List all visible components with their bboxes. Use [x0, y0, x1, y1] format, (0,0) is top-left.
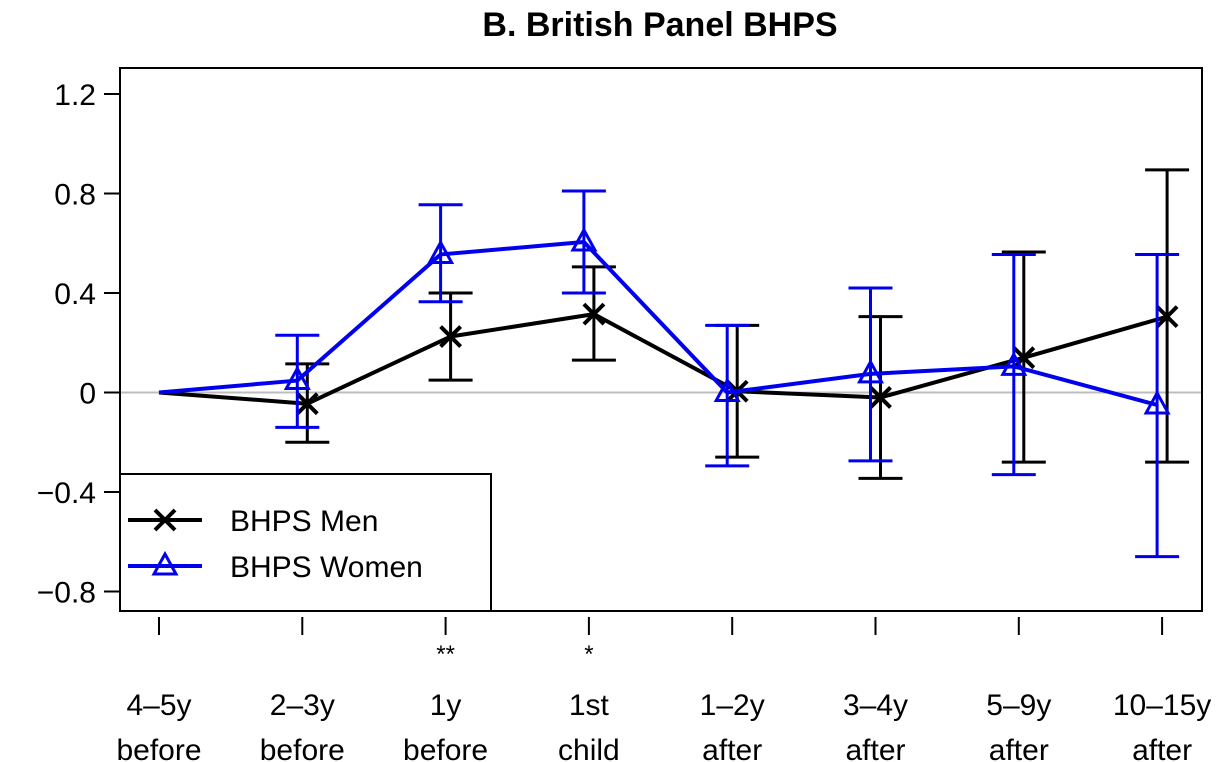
legend-x-marker — [153, 508, 177, 532]
x-tick-label: 5–9y — [986, 689, 1051, 722]
x-tick-label-sub: before — [116, 734, 201, 762]
y-tick-label: −0.4 — [37, 477, 96, 510]
legend-label: BHPS Women — [230, 551, 423, 584]
y-tick-label: 1.2 — [54, 79, 96, 112]
x-tick-label-sub: before — [403, 734, 488, 762]
y-tick-label: 0.8 — [54, 179, 96, 212]
x-tick-label-sub: after — [845, 734, 905, 762]
series-line — [158, 240, 1158, 407]
data-point-x-marker — [439, 325, 463, 348]
data-point-triangle-marker — [856, 358, 885, 384]
significance-marker: ** — [436, 641, 455, 668]
data-point-triangle-marker — [1143, 389, 1171, 415]
data-point-triangle-marker — [427, 239, 455, 264]
data-point-triangle-marker — [570, 226, 598, 252]
y-tick-label: −0.8 — [37, 577, 96, 610]
series-women — [158, 189, 1180, 559]
series-layer — [158, 168, 1190, 559]
significance-marker: * — [584, 641, 593, 668]
x-tick-label-sub: after — [1132, 734, 1192, 762]
legend-triangle-marker — [151, 550, 179, 576]
y-tick-label: 0.4 — [54, 278, 96, 311]
x-tick-label-sub: after — [702, 734, 762, 762]
data-point-x-marker — [295, 392, 319, 416]
legend-box — [119, 473, 492, 612]
x-tick-label-sub: child — [558, 734, 620, 762]
plot-frame — [119, 67, 1203, 612]
x-tick-label-sub: after — [989, 734, 1049, 762]
x-tick-label: 3–4y — [843, 689, 908, 722]
data-point-triangle-marker — [283, 365, 311, 391]
x-tick-label: 1st — [569, 689, 610, 722]
data-point-triangle-marker — [1000, 351, 1028, 376]
x-tick-label: 2–3y — [270, 689, 335, 722]
data-point-x-marker — [1155, 305, 1179, 329]
x-tick-label: 1–2y — [700, 689, 765, 722]
x-tick-label: 1y — [430, 689, 462, 722]
y-tick-label: 0 — [79, 378, 96, 411]
legend: BHPS Men BHPS Women — [119, 473, 492, 612]
chart-title: B. British Panel BHPS — [482, 6, 837, 44]
x-tick-label: 10–15y — [1113, 689, 1211, 722]
axes-layer: 1.2 0.8 0.4 0 −0.4 −0.8 4–5y before 2–3y before 1y… — [37, 67, 1211, 762]
series-line — [158, 312, 1168, 406]
x-tick-label: 4–5y — [126, 689, 191, 722]
data-point-x-marker — [582, 302, 606, 326]
series-men — [158, 168, 1190, 480]
x-tick-label-sub: before — [260, 734, 345, 762]
data-point-x-marker — [1012, 346, 1036, 370]
data-point-x-marker — [869, 386, 892, 409]
data-point-triangle-marker — [713, 377, 741, 402]
legend-label: BHPS Men — [230, 505, 378, 538]
